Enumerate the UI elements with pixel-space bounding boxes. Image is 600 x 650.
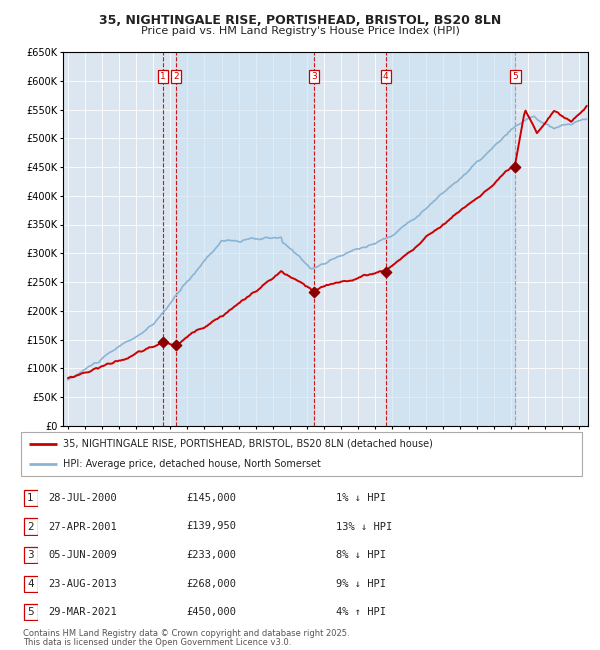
Point: [381, 266, 391, 277]
Text: 5: 5: [27, 607, 34, 618]
Bar: [386, 52, 515, 426]
Text: 2: 2: [173, 72, 179, 81]
Text: HPI: Average price, detached house, North Somerset: HPI: Average price, detached house, Nort…: [63, 459, 321, 469]
Point: [158, 337, 168, 348]
Text: £145,000: £145,000: [186, 493, 236, 503]
Point: [171, 340, 181, 350]
Text: 5: 5: [512, 72, 518, 81]
Point: [511, 162, 520, 172]
Text: 29-MAR-2021: 29-MAR-2021: [48, 607, 117, 618]
Text: £139,950: £139,950: [186, 521, 236, 532]
Text: £268,000: £268,000: [186, 578, 236, 589]
Text: £233,000: £233,000: [186, 550, 236, 560]
FancyBboxPatch shape: [23, 547, 38, 564]
FancyBboxPatch shape: [23, 604, 38, 621]
Text: This data is licensed under the Open Government Licence v3.0.: This data is licensed under the Open Gov…: [23, 638, 291, 647]
Text: 1: 1: [160, 72, 166, 81]
Text: 3: 3: [27, 550, 34, 560]
Text: 3: 3: [311, 72, 317, 81]
FancyBboxPatch shape: [23, 518, 38, 535]
Text: £450,000: £450,000: [186, 607, 236, 618]
Text: 35, NIGHTINGALE RISE, PORTISHEAD, BRISTOL, BS20 8LN (detached house): 35, NIGHTINGALE RISE, PORTISHEAD, BRISTO…: [63, 439, 433, 448]
Text: 4% ↑ HPI: 4% ↑ HPI: [336, 607, 386, 618]
Text: 35, NIGHTINGALE RISE, PORTISHEAD, BRISTOL, BS20 8LN: 35, NIGHTINGALE RISE, PORTISHEAD, BRISTO…: [99, 14, 501, 27]
Text: Price paid vs. HM Land Registry's House Price Index (HPI): Price paid vs. HM Land Registry's House …: [140, 26, 460, 36]
Text: 28-JUL-2000: 28-JUL-2000: [48, 493, 117, 503]
Text: 13% ↓ HPI: 13% ↓ HPI: [336, 521, 392, 532]
Text: 1% ↓ HPI: 1% ↓ HPI: [336, 493, 386, 503]
FancyBboxPatch shape: [23, 489, 38, 506]
Text: 27-APR-2001: 27-APR-2001: [48, 521, 117, 532]
Text: 05-JUN-2009: 05-JUN-2009: [48, 550, 117, 560]
FancyBboxPatch shape: [23, 575, 38, 592]
Text: 1: 1: [27, 493, 34, 503]
FancyBboxPatch shape: [21, 432, 582, 476]
Text: 8% ↓ HPI: 8% ↓ HPI: [336, 550, 386, 560]
Text: 4: 4: [383, 72, 389, 81]
Text: 4: 4: [27, 578, 34, 589]
Text: 2: 2: [27, 521, 34, 532]
Text: 9% ↓ HPI: 9% ↓ HPI: [336, 578, 386, 589]
Text: Contains HM Land Registry data © Crown copyright and database right 2025.: Contains HM Land Registry data © Crown c…: [23, 629, 349, 638]
Bar: [176, 52, 314, 426]
Point: [309, 287, 319, 297]
Text: 23-AUG-2013: 23-AUG-2013: [48, 578, 117, 589]
